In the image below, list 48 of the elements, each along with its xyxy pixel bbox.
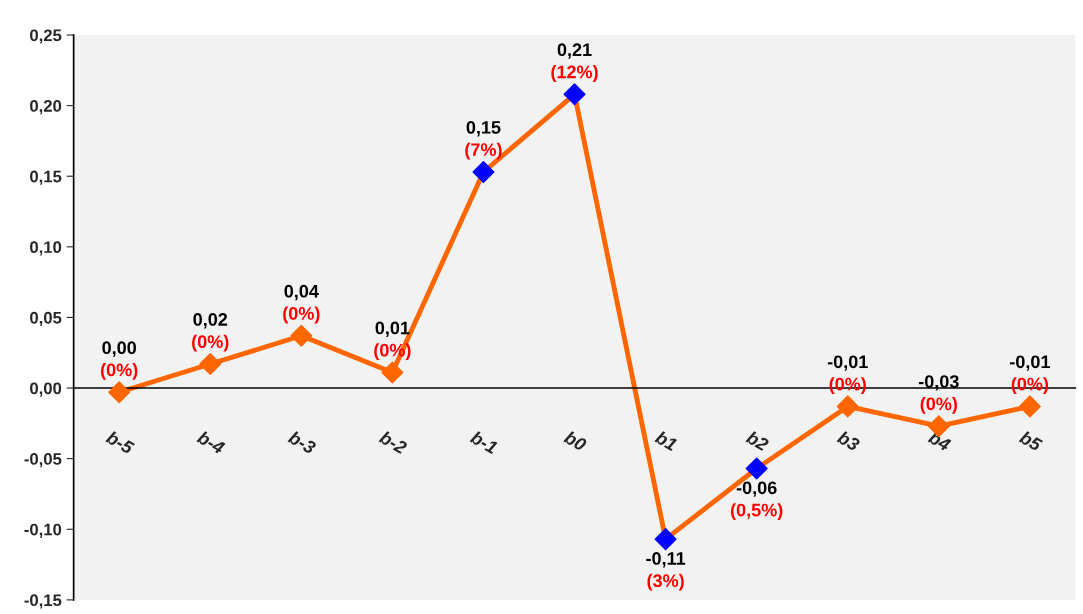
y-tick-label: 0,00 (30, 382, 62, 397)
data-label: 0,15 (466, 120, 501, 137)
data-label: 0,02 (193, 313, 228, 329)
point (199, 353, 222, 376)
y-tick-label: 0,15 (30, 170, 62, 185)
data-label: -0,01 (827, 355, 868, 371)
x-tick-label: b-4 (196, 429, 226, 455)
annotation: (7%) (465, 142, 502, 160)
annotation: (12%) (551, 65, 598, 82)
y-tick-label: 0,25 (30, 29, 62, 44)
x-tick-label: b1 (654, 429, 679, 452)
data-label: 0,04 (284, 284, 319, 301)
x-tick-label: b4 (927, 429, 952, 452)
data-label: 0,01 (375, 321, 410, 337)
x-tick-label: b-5 (105, 429, 136, 455)
point (381, 361, 404, 384)
y-tick-label: -0,15 (24, 594, 62, 609)
point (1018, 395, 1041, 418)
annotation: (3%) (647, 573, 684, 591)
annotation: (0%) (920, 396, 957, 414)
point (108, 381, 131, 404)
y-tick-label: 0,05 (30, 311, 62, 327)
y-tick-label: 0,20 (30, 100, 62, 115)
x-tick-label: b5 (1018, 429, 1044, 452)
y-tick-label: -0,10 (24, 523, 62, 538)
x-tick-label: b3 (836, 429, 861, 452)
y-tick-label: -0,05 (24, 453, 62, 468)
annotation: (0,5%) (730, 503, 783, 521)
point (472, 160, 495, 183)
x-tick-label: b-2 (378, 429, 409, 455)
annotation: (0%) (101, 363, 138, 380)
point (290, 324, 313, 347)
x-tick-label: b0 (563, 429, 588, 452)
data-label: -0,11 (646, 552, 686, 568)
x-tick-label: b2 (745, 429, 770, 452)
y-tick-label: 0,10 (30, 241, 62, 256)
point (745, 457, 768, 480)
x-tick-label: b-3 (287, 429, 318, 455)
data-label: 0,00 (102, 341, 137, 357)
data-label: 0,21 (557, 43, 592, 59)
data-label: -0,06 (736, 481, 777, 497)
point (836, 395, 859, 418)
x-tick-label: b-1 (469, 429, 499, 455)
point (654, 528, 677, 551)
annotation: (0%) (283, 306, 320, 324)
data-label: -0,01 (1010, 355, 1050, 371)
point (563, 83, 586, 106)
annotation: (0%) (192, 334, 229, 352)
